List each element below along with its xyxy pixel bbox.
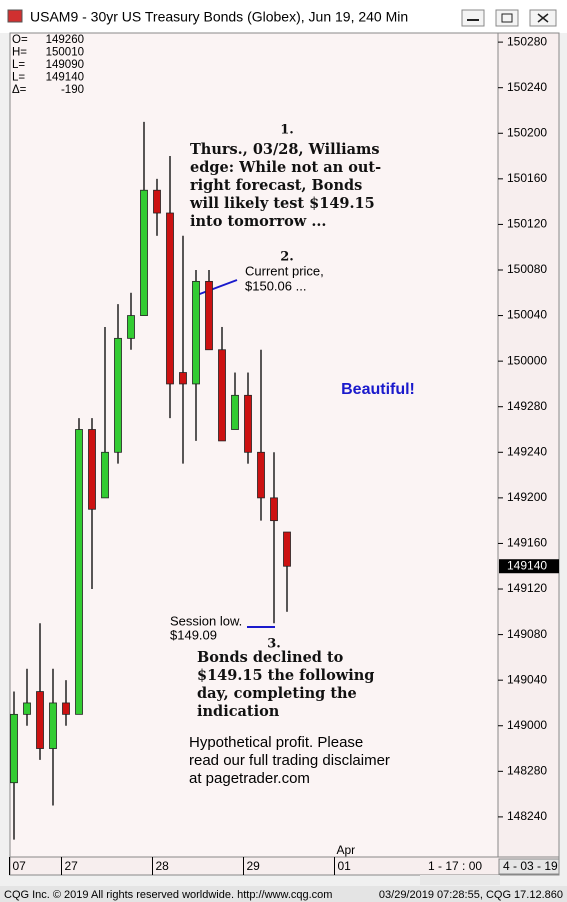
y-tick-label: 150040 [507, 308, 547, 322]
annotation-number: 2. [280, 250, 294, 265]
x-tick-label: 28 [156, 859, 170, 873]
candle-body [218, 349, 226, 442]
candle-body [62, 702, 70, 715]
y-tick-label: 149240 [507, 444, 547, 458]
info-key: L= [12, 59, 25, 71]
y-tick-label: 149160 [507, 536, 547, 550]
candle-body [114, 337, 122, 453]
y-tick-label: 149280 [507, 399, 547, 413]
y-tick-label: 149200 [507, 490, 547, 504]
candle-body [127, 315, 135, 339]
footer-bar [0, 886, 567, 902]
candle-body [10, 713, 18, 784]
candle-body [283, 531, 291, 567]
annotation-text: Bonds declined to [197, 649, 344, 666]
info-value: -190 [61, 84, 84, 96]
candle-body [101, 451, 109, 499]
annotation-text: read our full trading disclaimer [189, 752, 390, 769]
y-tick-label: 150200 [507, 125, 547, 139]
maximize-button[interactable] [495, 9, 519, 27]
candle-body [257, 451, 265, 499]
info-key: Δ= [12, 84, 27, 96]
candle-body [36, 691, 44, 749]
annotation-number: 1. [280, 123, 294, 138]
info-value: 149260 [46, 34, 84, 46]
candle-body [23, 702, 31, 715]
annotation-text: $150.06 ... [245, 278, 306, 293]
x-month-label: Apr [337, 843, 356, 857]
y-axis-area [497, 32, 560, 858]
y-tick-label: 150000 [507, 353, 547, 367]
annotation-text: into tomorrow ... [190, 213, 326, 230]
y-tick-label: 149000 [507, 718, 547, 732]
candle-body [179, 372, 187, 385]
current-price-pointer [196, 279, 238, 296]
last-price-flag [499, 559, 559, 574]
last-price-label: 149140 [507, 558, 547, 572]
status-bar [420, 875, 500, 885]
annotation-text: $149.09 [170, 627, 217, 642]
y-tick-label: 149080 [507, 627, 547, 641]
status-time: 1 - 17 : 00 [428, 859, 482, 873]
annotation-text: will likely test $149.15 [189, 195, 375, 212]
candle-body [166, 212, 174, 385]
candle-body [231, 394, 239, 430]
candle-body [75, 429, 83, 715]
info-key: L= [12, 72, 25, 84]
annotation-text: edge: While not an out- [190, 159, 381, 176]
annotation-text: Current price, [245, 263, 324, 278]
y-tick-label: 150080 [507, 262, 547, 276]
x-tick-label: 29 [247, 859, 261, 873]
maximize-icon [501, 13, 513, 23]
info-value: 150010 [46, 47, 84, 59]
annotation-text: day, completing the [197, 685, 357, 702]
candle-body [49, 702, 57, 749]
info-value: 149140 [46, 72, 84, 84]
status-date: 4 - 03 - 19 [503, 859, 558, 873]
y-tick-label: 150240 [507, 80, 547, 94]
footer-left: CQG Inc. © 2019 All rights reserved worl… [4, 889, 332, 901]
candle-body [205, 280, 213, 351]
annotation-number: 3. [267, 637, 281, 652]
x-tick-label: 01 [338, 859, 352, 873]
minimize-button[interactable] [461, 9, 485, 27]
candle-body [270, 497, 278, 522]
y-tick-label: 149040 [507, 672, 547, 686]
info-key: O= [12, 34, 28, 46]
annotation-text: Hypothetical profit. Please [189, 734, 363, 751]
annotation-text: Beautiful! [341, 381, 415, 398]
x-tick-label: 07 [13, 859, 27, 873]
candle-body [192, 280, 200, 385]
y-tick-label: 150120 [507, 217, 547, 231]
annotation-text: right forecast, Bonds [190, 177, 362, 194]
close-icon [537, 13, 549, 23]
y-tick-label: 150160 [507, 171, 547, 185]
candle-body [244, 394, 252, 453]
y-tick-label: 150280 [507, 34, 547, 48]
annotation-text: Thurs., 03/28, Williams [190, 141, 380, 158]
app-icon [7, 9, 23, 23]
y-tick-label: 149120 [507, 581, 547, 595]
y-tick-label: 148280 [507, 763, 547, 777]
annotation-text: Session low. [170, 613, 242, 628]
y-tick-label: 148240 [507, 809, 547, 823]
candle-body [140, 189, 148, 316]
annotation-text: indication [197, 703, 280, 720]
annotation-text: $149.15 the following [197, 667, 374, 684]
footer-right: 03/29/2019 07:28:55, CQG 17.12.860 [379, 889, 563, 901]
info-key: H= [12, 47, 27, 59]
window-buttons[interactable] [461, 9, 557, 27]
candle-body [88, 429, 96, 510]
window-title: USAM9 - 30yr US Treasury Bonds (Globex),… [30, 9, 408, 25]
annotation-text: at pagetrader.com [189, 770, 310, 787]
info-value: 149090 [46, 59, 84, 71]
status-date-box [498, 858, 560, 875]
x-tick-label: 27 [65, 859, 79, 873]
candle-body [153, 189, 161, 214]
